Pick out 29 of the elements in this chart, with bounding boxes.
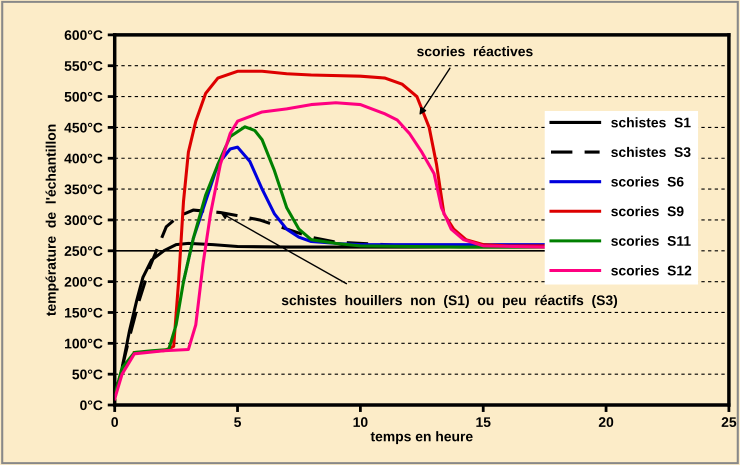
y-tick-label: 600°C [64,30,103,40]
y-tick-label: 350°C [64,184,103,194]
annotation: scories réactives [417,46,533,56]
x-tick-label: 20 [598,417,614,428]
legend-label: scories S12 [611,265,692,276]
legend-label: schistes S3 [611,146,691,158]
x-tick-label: 25 [722,417,736,428]
y-tick-label: 50°C [72,370,103,380]
x-axis-title: temps en heure [370,431,473,444]
x-tick-label: 0 [111,417,118,428]
y-tick-label: 550°C [64,61,103,71]
legend-label: scories S11 [611,236,691,246]
y-tick-label: 200°C [64,276,103,287]
x-tick-label: 5 [234,417,242,428]
y-tick-label: 100°C [65,338,103,348]
legend-label: scories S6 [611,176,684,187]
annotation: schistes houillers non (S1) ou peu réactifs (S3) [282,294,618,308]
y-tick-label: 400°C [64,154,103,164]
y-tick-label: 500°C [64,92,103,102]
y-tick-label: 150°C [65,308,103,318]
y-tick-label: 450°C [64,122,103,133]
y-tick-label: 250°C [64,246,103,256]
y-tick-label: 0°C [80,400,103,410]
y-axis-title: température de l'échantillon [46,124,59,316]
x-tick-label: 10 [354,417,368,428]
legend-label: schistes S1 [611,117,691,128]
x-tick-label: 15 [476,417,491,428]
y-tick-label: 300°C [64,215,103,226]
legend-label: scories S9 [611,206,684,216]
